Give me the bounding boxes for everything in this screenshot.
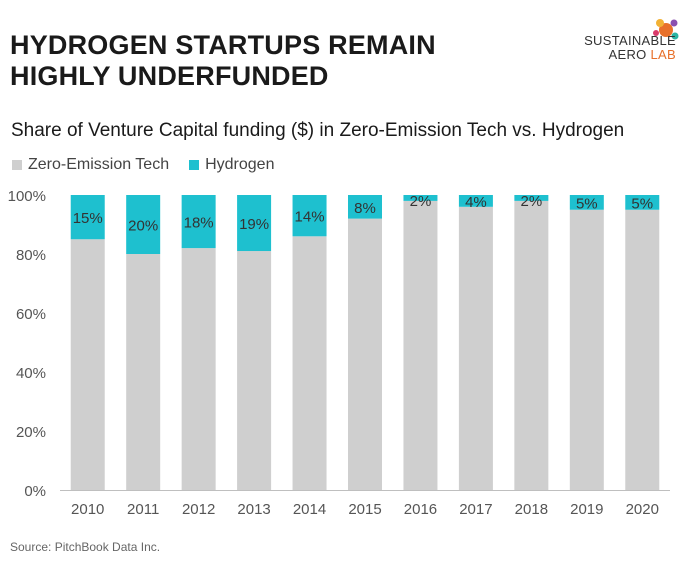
y-tick-label: 100% [8, 188, 46, 205]
x-tick-label: 2014 [293, 501, 326, 518]
chart-legend: Zero-Emission Tech Hydrogen [12, 156, 294, 174]
bar-hydrogen [70, 195, 105, 240]
data-label-hydrogen: 18% [184, 215, 214, 232]
brand-logo: SUSTAINABLE AERO LAB [548, 14, 684, 64]
logo-dots-icon [653, 19, 679, 40]
bar-hydrogen [569, 195, 604, 210]
y-tick-label: 40% [16, 365, 46, 382]
bar-zero-emission [70, 239, 105, 490]
source-note: Source: PitchBook Data Inc. [10, 540, 161, 554]
x-tick-label: 2019 [570, 501, 603, 518]
headline-line-2: HIGHLY UNDERFUNDED [10, 61, 329, 91]
logo-text-lab: LAB [650, 47, 676, 62]
bar-zero-emission [458, 206, 493, 491]
legend-swatch-hydrogen [189, 160, 200, 170]
logo-text: SUSTAINABLE AERO LAB [584, 34, 676, 62]
x-tick-label: 2011 [127, 501, 159, 518]
bar-zero-emission [237, 251, 272, 490]
legend-item-hydrogen: Hydrogen [189, 156, 274, 174]
x-tick-label: 2013 [237, 501, 270, 518]
bar-hydrogen [403, 195, 438, 201]
bar-hydrogen [514, 195, 549, 201]
bar-hydrogen [126, 195, 161, 254]
legend-label-zero-emission: Zero-Emission Tech [28, 156, 170, 173]
bar-zero-emission [569, 209, 604, 490]
bar-zero-emission [514, 200, 549, 490]
bar-hydrogen [181, 195, 216, 249]
logo-text-aero: AERO [608, 47, 647, 62]
data-label-hydrogen: 8% [354, 200, 376, 217]
bar-zero-emission [625, 209, 660, 490]
y-tick-label: 60% [16, 306, 46, 323]
x-tick-label: 2020 [626, 501, 659, 518]
y-tick-label: 80% [16, 247, 46, 264]
x-tick-label: 2010 [71, 501, 104, 518]
x-tick-label: 2017 [459, 501, 492, 518]
data-label-hydrogen: 5% [576, 195, 598, 212]
bar-zero-emission [292, 236, 327, 490]
data-label-hydrogen: 19% [239, 216, 269, 233]
bar-hydrogen [237, 195, 272, 252]
headline-line-1: HYDROGEN STARTUPS REMAIN [10, 30, 436, 60]
bar-hydrogen [458, 195, 493, 207]
bar-zero-emission [181, 248, 216, 490]
bar-zero-emission [403, 200, 438, 490]
bar-hydrogen [348, 195, 382, 219]
chart-title: Share of Venture Capital funding ($) in … [11, 120, 625, 141]
bar-hydrogen [625, 195, 660, 210]
x-tick-label: 2018 [515, 501, 548, 518]
data-label-hydrogen: 4% [465, 194, 487, 211]
x-tick-label: 2012 [182, 501, 215, 518]
legend-label-hydrogen: Hydrogen [205, 156, 275, 173]
legend-swatch-zero-emission [12, 160, 22, 170]
y-tick-label: 0% [24, 483, 46, 500]
bar-zero-emission [126, 254, 161, 490]
data-label-hydrogen: 2% [410, 193, 432, 210]
bar-hydrogen [292, 195, 327, 237]
logo-text-line-1: SUSTAINABLE [584, 33, 676, 48]
bar-zero-emission [348, 218, 382, 490]
data-label-hydrogen: 2% [521, 193, 543, 210]
x-tick-label: 2015 [348, 501, 381, 518]
data-label-hydrogen: 14% [295, 209, 325, 226]
x-tick-label: 2016 [404, 501, 437, 518]
data-label-hydrogen: 20% [128, 218, 158, 235]
data-label-hydrogen: 15% [73, 210, 103, 227]
y-tick-label: 20% [16, 424, 46, 441]
data-label-hydrogen: 5% [631, 195, 653, 212]
headline: HYDROGEN STARTUPS REMAIN HIGHLY UNDERFUN… [10, 30, 436, 92]
legend-item-zero-emission: Zero-Emission Tech [12, 156, 169, 174]
